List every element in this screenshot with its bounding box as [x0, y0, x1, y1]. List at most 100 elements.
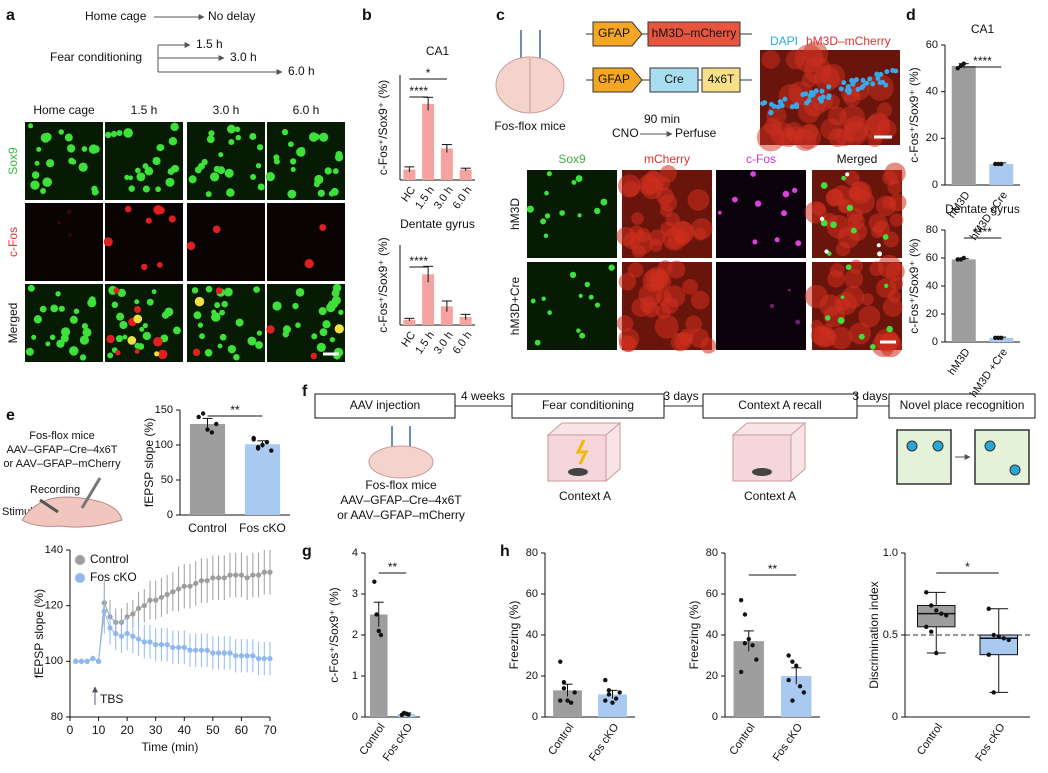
y-tick-label: 0 — [932, 336, 938, 348]
micrograph-signal — [810, 319, 823, 332]
micrograph-signal — [170, 165, 179, 173]
x-tick-label: Fos cKO — [973, 721, 1008, 763]
micrograph-signal — [69, 346, 79, 356]
y-tick-label: 2 — [352, 629, 358, 641]
micrograph-signal — [107, 352, 114, 359]
micrograph-signal — [334, 324, 344, 334]
micrograph-signal — [843, 120, 869, 146]
significance-label: ** — [388, 560, 398, 574]
micrograph-signal — [40, 133, 51, 143]
y-tick-label: 1.0 — [883, 547, 898, 559]
data-point — [934, 608, 939, 613]
micrograph-signal — [317, 189, 325, 197]
micrograph-signal — [136, 172, 146, 182]
micrograph-signal — [667, 260, 686, 279]
x-tick-label: Fos cKO — [771, 721, 806, 763]
micrograph-signal — [272, 301, 282, 311]
data-point — [613, 696, 619, 701]
micrograph-signal — [211, 312, 221, 322]
data-point — [73, 658, 79, 664]
micrograph-signal — [58, 305, 65, 312]
micrograph-signal — [661, 296, 679, 314]
panel-label: g — [302, 543, 312, 560]
micrograph-signal — [588, 294, 594, 300]
micrograph-signal — [255, 341, 263, 349]
data-point — [250, 572, 256, 578]
micrograph-signal — [290, 166, 296, 173]
y-tick-label: 0 — [532, 711, 538, 723]
data-point — [238, 653, 245, 659]
data-point — [944, 613, 949, 618]
x-tick-label: 30 — [149, 723, 163, 737]
x-tick-label: 50 — [206, 723, 220, 737]
data-point — [406, 712, 411, 717]
micrograph-signal — [289, 158, 297, 165]
micrograph-signal — [885, 261, 905, 282]
micrograph-signal — [329, 336, 336, 343]
micrograph-signal — [105, 131, 112, 139]
data-point — [198, 647, 205, 653]
micrograph-signal — [208, 130, 215, 137]
micrograph-signal — [543, 233, 549, 238]
data-point — [141, 603, 147, 609]
y-tick-label: 3 — [352, 588, 358, 600]
micrograph-signal — [864, 80, 870, 86]
micrograph-signal — [310, 352, 318, 360]
chart-title: CA1 — [426, 44, 450, 58]
micrograph-signal — [559, 210, 565, 216]
micrograph-signal — [654, 314, 679, 339]
micrograph-signal — [754, 200, 762, 207]
data-point — [261, 655, 267, 662]
micrograph-signal — [318, 307, 327, 316]
y-tick-label: 40 — [706, 629, 718, 641]
micrograph-signal — [134, 348, 140, 354]
micrograph-signal — [819, 216, 825, 222]
micrograph-signal — [782, 96, 788, 102]
micrograph-signal — [804, 100, 810, 106]
micrograph-signal — [642, 269, 666, 292]
data-point — [244, 575, 250, 581]
micrograph-signal — [34, 160, 40, 166]
micrograph-signal — [45, 341, 51, 347]
x-tick-label: 10 — [92, 723, 106, 737]
micrograph-signal — [827, 270, 845, 288]
micrograph-signal — [887, 180, 903, 195]
micrograph-signal — [205, 191, 212, 198]
bar — [189, 424, 226, 515]
micrograph-signal — [110, 130, 118, 138]
micrograph-signal — [36, 146, 42, 152]
micrograph-signal — [880, 79, 886, 85]
data-point — [210, 575, 216, 581]
micrograph-signal — [547, 310, 552, 315]
row-label: Merged — [6, 303, 20, 344]
micrograph-signal — [247, 336, 257, 346]
timeline-label: No delay — [208, 9, 255, 23]
data-point — [610, 700, 615, 705]
micrograph-signal — [119, 320, 128, 330]
legend-marker — [75, 555, 85, 565]
micrograph — [267, 284, 345, 362]
x-tick-label: hM3D +Cre — [968, 347, 1010, 400]
micrograph-signal — [608, 264, 615, 271]
data-point — [164, 591, 170, 598]
significance-label: * — [426, 66, 431, 80]
micrograph-signal — [546, 171, 552, 177]
data-point — [135, 636, 142, 642]
data-point — [233, 653, 239, 659]
data-point — [939, 611, 944, 616]
x-tick-label: 70 — [263, 723, 277, 737]
bar — [440, 148, 453, 180]
micrograph-signal — [154, 351, 160, 357]
micrograph-signal — [30, 180, 40, 190]
tag-label: 4x6T — [708, 72, 735, 86]
data-point — [572, 690, 577, 695]
micrograph-signal — [845, 172, 850, 177]
micrograph-signal — [144, 166, 154, 176]
x-tick-label: 3.0 h — [432, 330, 456, 357]
micrograph-signal — [849, 322, 872, 345]
panel-label: c — [496, 7, 505, 24]
micrograph-signal — [219, 333, 227, 341]
micrograph-signal — [49, 334, 56, 341]
micrograph-signal — [616, 315, 634, 332]
micrograph-signal — [214, 302, 221, 309]
